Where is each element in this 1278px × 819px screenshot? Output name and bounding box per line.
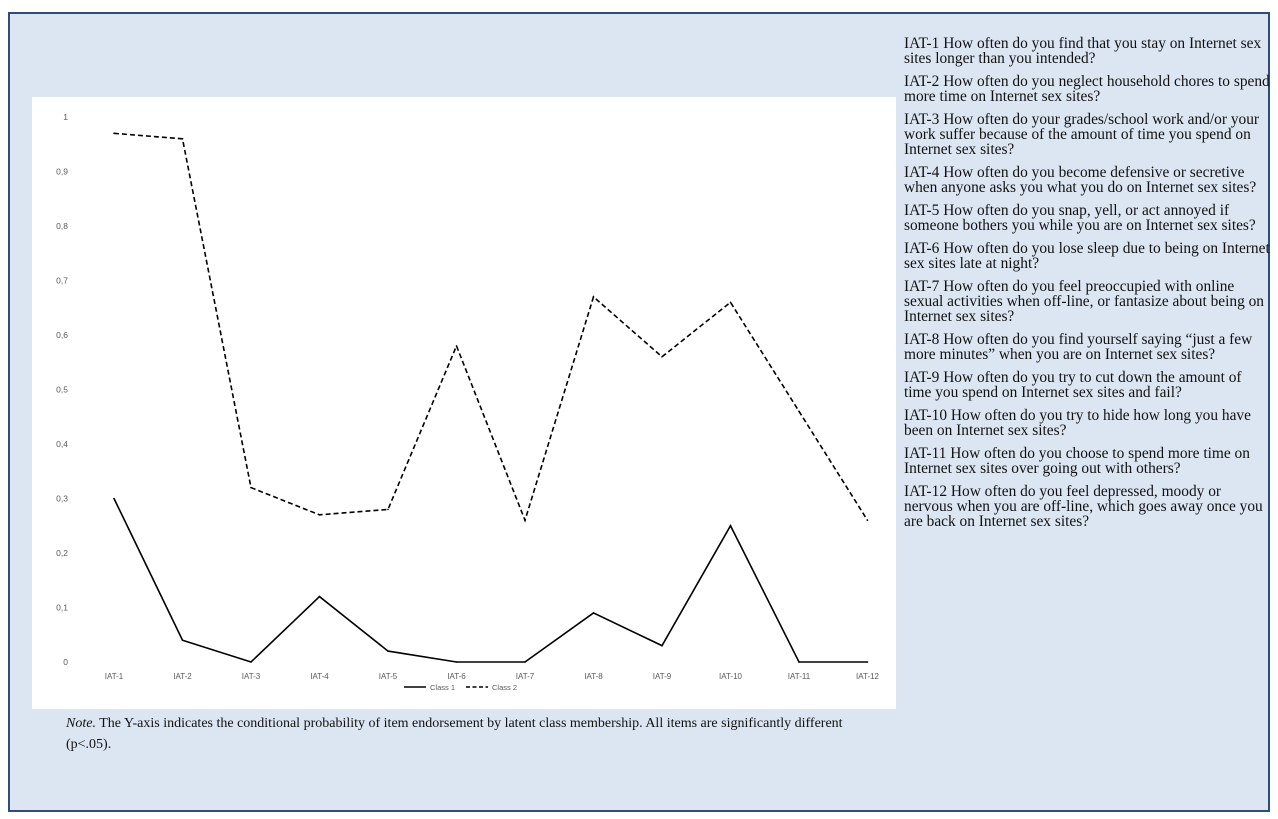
y-tick-label: 0,5 bbox=[56, 385, 68, 395]
chart-panel: 0 0,1 0,2 0,3 0,4 0,5 0,6 0,7 0,8 0,9 1 IAT-1 IAT-2 I… bbox=[32, 97, 896, 709]
legend-label: Class 2 bbox=[492, 683, 517, 692]
data-point bbox=[387, 650, 389, 652]
y-tick-label: 0 bbox=[63, 657, 68, 667]
data-point bbox=[387, 508, 389, 511]
item-description: IAT-8 How often do you find yourself say… bbox=[904, 331, 1253, 363]
y-tick-label: 0,8 bbox=[56, 221, 68, 231]
data-point bbox=[181, 138, 184, 140]
note-lead: Note. bbox=[66, 716, 96, 731]
note-text: The Y-axis indicates the conditional pro… bbox=[66, 716, 843, 752]
data-point bbox=[661, 356, 663, 358]
data-point bbox=[318, 595, 321, 598]
x-tick-label: IAT-4 bbox=[310, 672, 329, 681]
figure-note: Note. The Y-axis indicates the condition… bbox=[66, 713, 866, 755]
data-point bbox=[455, 661, 458, 663]
item-description: IAT-4 How often do you become defensive … bbox=[904, 164, 1257, 196]
data-point bbox=[866, 661, 869, 663]
y-tick-label: 1 bbox=[63, 112, 68, 122]
item-description: IAT-6 How often do you lose sleep due to… bbox=[904, 240, 1270, 272]
series-line-1 bbox=[113, 498, 868, 663]
x-tick-label: IAT-11 bbox=[788, 672, 811, 681]
y-tick-label: 0,9 bbox=[56, 167, 68, 177]
data-point bbox=[798, 410, 800, 413]
x-tick-label: IAT-6 bbox=[447, 672, 466, 681]
data-point bbox=[113, 497, 115, 500]
x-tick-label: IAT-8 bbox=[584, 672, 603, 681]
y-tick-label: 0,3 bbox=[56, 494, 68, 504]
data-point bbox=[318, 514, 321, 516]
line-chart: 0 0,1 0,2 0,3 0,4 0,5 0,6 0,7 0,8 0,9 1 IAT-1 IAT-2 I… bbox=[56, 112, 880, 692]
data-point bbox=[866, 519, 869, 522]
item-description: IAT-10 How often do you try to hide how … bbox=[904, 407, 1251, 439]
data-point bbox=[729, 301, 732, 304]
item-description: IAT-1 How often do you find that you sta… bbox=[904, 35, 1262, 67]
data-point bbox=[798, 661, 800, 663]
x-tick-label: IAT-1 bbox=[105, 672, 124, 681]
data-point bbox=[113, 132, 115, 135]
item-list: IAT-1 How often do you find that you sta… bbox=[904, 36, 1270, 537]
x-tick-label: IAT-7 bbox=[516, 672, 535, 681]
x-tick-label: IAT-10 bbox=[719, 672, 743, 681]
series-line-2 bbox=[113, 132, 869, 523]
item-description: IAT-11 How often do you choose to spend … bbox=[904, 445, 1250, 477]
item-description: IAT-12 How often do you feel depressed, … bbox=[904, 483, 1263, 530]
item-description: IAT-5 How often do you snap, yell, or ac… bbox=[904, 202, 1256, 234]
y-tick-label: 0,1 bbox=[56, 603, 68, 613]
x-tick-label: IAT-2 bbox=[173, 672, 192, 681]
data-point bbox=[592, 612, 595, 614]
x-tick-label: IAT-3 bbox=[242, 672, 261, 681]
x-tick-label: IAT-5 bbox=[379, 672, 398, 681]
y-tick-label: 0,4 bbox=[56, 439, 68, 449]
item-description: IAT-9 How often do you try to cut down t… bbox=[904, 369, 1242, 401]
x-tick-label: IAT-9 bbox=[653, 672, 672, 681]
data-point bbox=[661, 644, 663, 647]
data-point bbox=[524, 519, 526, 522]
y-tick-label: 0,6 bbox=[56, 330, 68, 340]
item-description: IAT-3 How often do your grades/school wo… bbox=[904, 111, 1260, 158]
y-tick-label: 0,2 bbox=[56, 548, 68, 558]
data-point bbox=[250, 661, 252, 663]
data-point bbox=[592, 296, 595, 298]
data-point bbox=[524, 661, 526, 663]
item-description: IAT-7 How often do you feel preoccupied … bbox=[904, 278, 1264, 325]
data-point bbox=[250, 486, 252, 489]
x-tick-label: IAT-12 bbox=[856, 672, 880, 681]
y-tick-label: 0,7 bbox=[56, 276, 68, 286]
data-point bbox=[181, 639, 184, 641]
figure-frame: 0 0,1 0,2 0,3 0,4 0,5 0,6 0,7 0,8 0,9 1 IAT-1 IAT-2 I… bbox=[8, 12, 1270, 812]
legend-label: Class 1 bbox=[430, 683, 455, 692]
item-description: IAT-2 How often do you neglect household… bbox=[904, 73, 1270, 105]
data-point bbox=[729, 524, 732, 527]
data-point bbox=[455, 345, 458, 347]
